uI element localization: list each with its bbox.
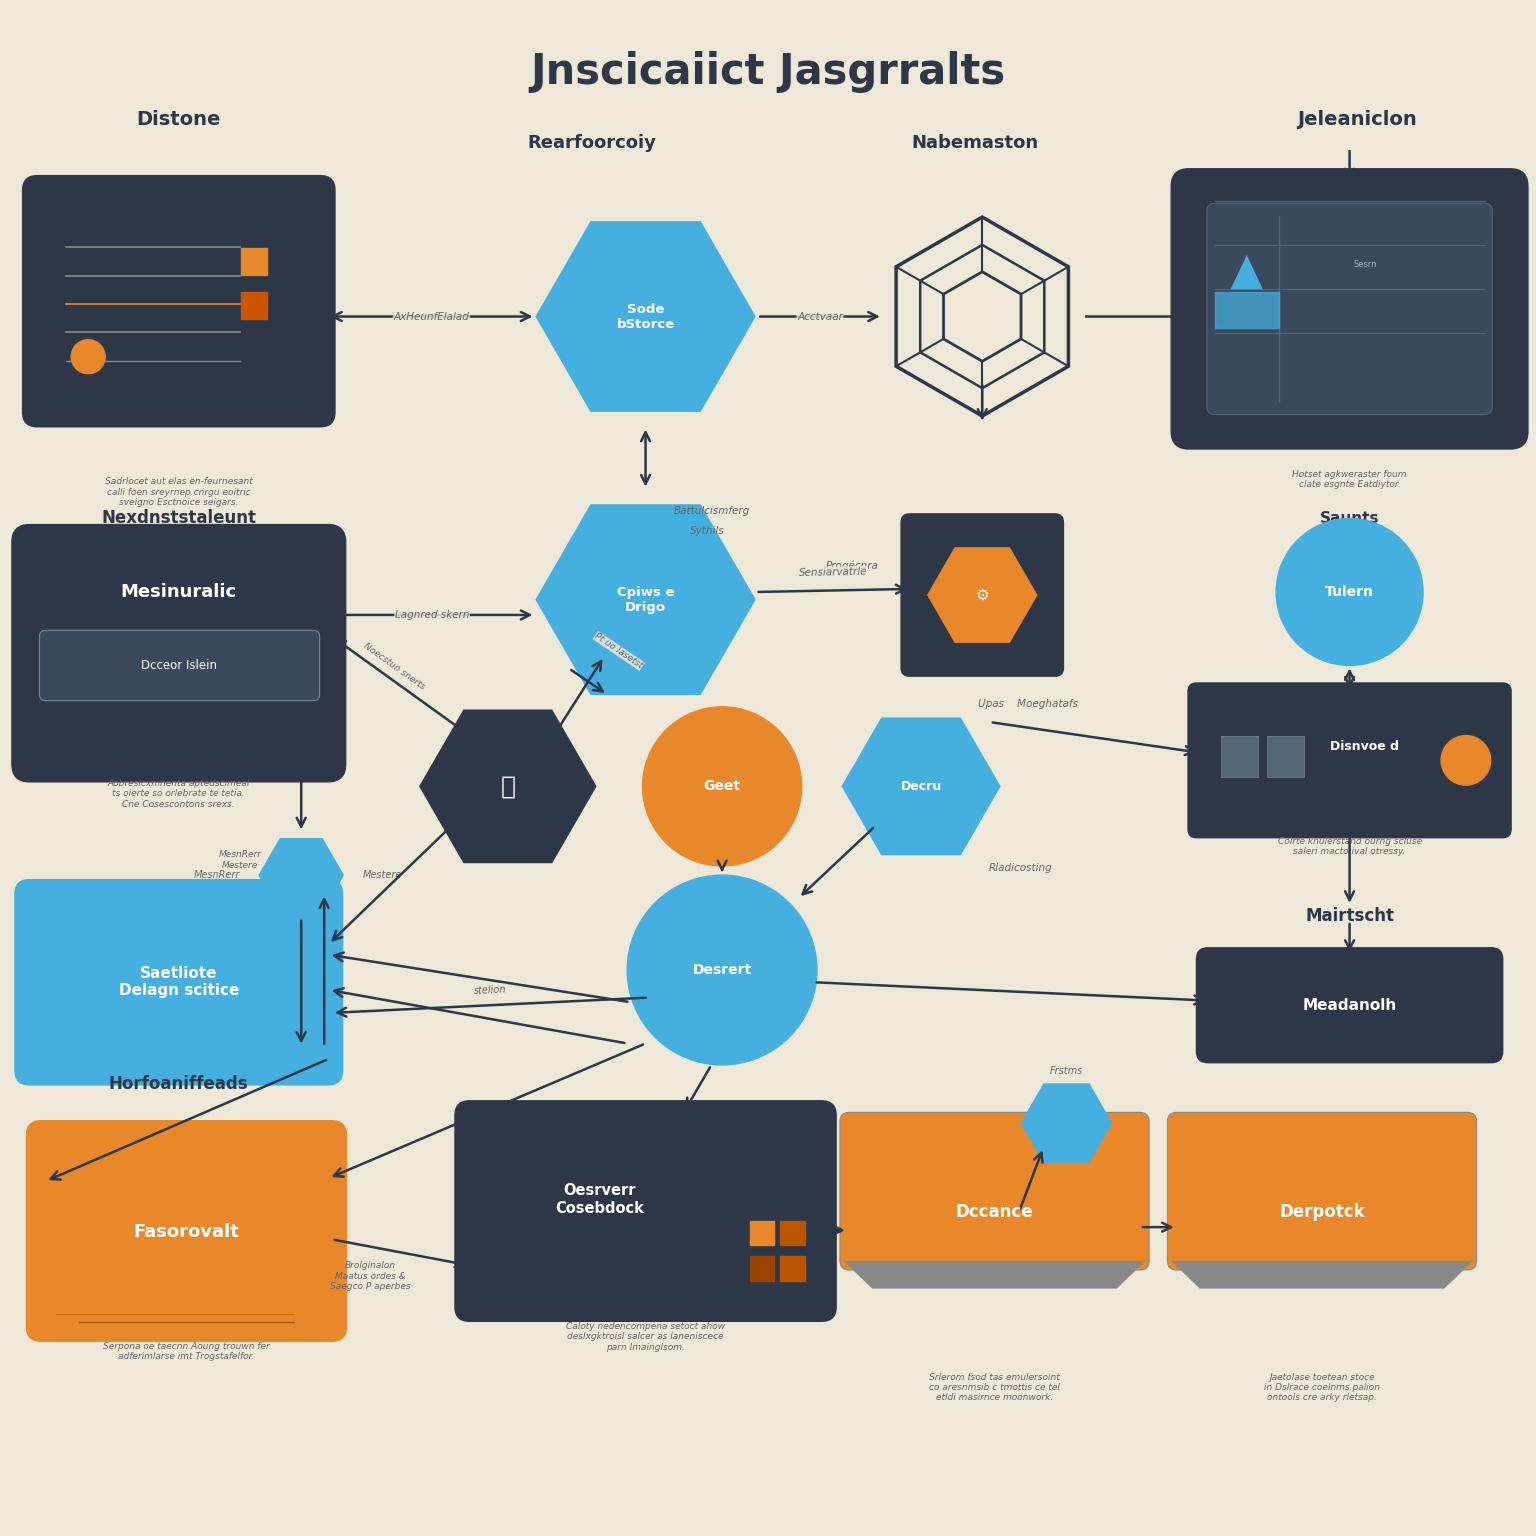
Text: Disnvoe d: Disnvoe d xyxy=(1330,740,1399,753)
Text: Horfoaniffeads: Horfoaniffeads xyxy=(109,1075,249,1094)
FancyBboxPatch shape xyxy=(1207,203,1491,415)
Polygon shape xyxy=(1020,1083,1112,1163)
Circle shape xyxy=(1276,519,1422,665)
Text: CasfettenoR Rarvboy: CasfettenoR Rarvboy xyxy=(1232,1115,1413,1130)
FancyBboxPatch shape xyxy=(40,630,319,700)
Text: Progécnra: Progécnra xyxy=(826,561,879,571)
Polygon shape xyxy=(536,504,756,696)
Text: Pt uo lasetst: Pt uo lasetst xyxy=(593,631,645,670)
Text: Battulcismferg: Battulcismferg xyxy=(673,505,750,516)
Polygon shape xyxy=(928,547,1037,644)
Polygon shape xyxy=(1230,255,1263,289)
Polygon shape xyxy=(1170,1261,1473,1289)
Polygon shape xyxy=(536,221,756,412)
Text: Coirte knulerstand ourng scluse
saleri macto ival otressy.: Coirte knulerstand ourng scluse saleri m… xyxy=(1278,837,1422,856)
Bar xyxy=(1267,736,1304,777)
Text: Frstms: Frstms xyxy=(1049,1066,1083,1077)
Text: Sesrn: Sesrn xyxy=(1353,260,1378,269)
Text: Jeleaniclon: Jeleaniclon xyxy=(1298,111,1418,129)
Text: Geet: Geet xyxy=(703,779,740,794)
Text: Tulern: Tulern xyxy=(1326,585,1375,599)
Text: Nabemaston: Nabemaston xyxy=(911,134,1038,152)
Text: Decru: Decru xyxy=(900,780,942,793)
Polygon shape xyxy=(419,710,596,863)
FancyBboxPatch shape xyxy=(14,879,344,1086)
Text: Caloty nedencompena setoct ahow
deslxgktroisl salcer as laneniscece
parn Imaingl: Caloty nedencompena setoct ahow deslxgkt… xyxy=(565,1322,725,1352)
Text: Jnscicaiict Jasgrralts: Jnscicaiict Jasgrralts xyxy=(530,51,1006,92)
Text: Desrert: Desrert xyxy=(693,963,751,977)
Bar xyxy=(1221,736,1258,777)
Polygon shape xyxy=(842,717,1000,856)
Text: Derpotck: Derpotck xyxy=(1279,1203,1366,1221)
Circle shape xyxy=(1441,736,1490,785)
Text: MesnRerr: MesnRerr xyxy=(194,869,240,880)
FancyBboxPatch shape xyxy=(455,1100,837,1322)
Circle shape xyxy=(627,876,817,1064)
Bar xyxy=(241,247,267,275)
Text: Jaetolase toetean stoce
in Dslrace coelnms.palion
ontools cre arky rletsap.: Jaetolase toetean stoce in Dslrace coeln… xyxy=(1264,1373,1379,1402)
Text: Nexdnststaleunt: Nexdnststaleunt xyxy=(101,508,257,527)
Bar xyxy=(1215,292,1279,329)
Bar xyxy=(780,1256,805,1281)
Circle shape xyxy=(71,339,104,373)
Bar xyxy=(750,1256,774,1281)
FancyBboxPatch shape xyxy=(26,1120,347,1342)
Bar xyxy=(750,1221,774,1246)
Text: Dccance: Dccance xyxy=(955,1203,1034,1221)
Text: Serpona oe taecnn Aoung trouwn fer
adferimlarse imt Trogstafelfor.: Serpona oe taecnn Aoung trouwn fer adfer… xyxy=(103,1342,270,1361)
Text: Dcceor Islein: Dcceor Islein xyxy=(141,659,217,671)
FancyBboxPatch shape xyxy=(11,524,346,782)
Text: Mestere: Mestere xyxy=(362,869,402,880)
Text: Distone: Distone xyxy=(137,111,221,129)
Text: Dbor vincto: Dbor vincto xyxy=(591,1144,700,1163)
FancyBboxPatch shape xyxy=(22,175,336,427)
Text: Mesinuralic: Mesinuralic xyxy=(121,584,237,601)
Text: Lagnred skern: Lagnred skern xyxy=(395,610,470,621)
Text: stelion: stelion xyxy=(473,985,507,995)
FancyBboxPatch shape xyxy=(1195,948,1504,1063)
Text: Sadrlocet aut elas en-feurnesant
calli foen sreyrnep cnrgu eoitric
sveigno Esctn: Sadrlocet aut elas en-feurnesant calli f… xyxy=(104,478,252,507)
Text: Upas    Moeghatafs: Upas Moeghatafs xyxy=(978,699,1078,708)
Text: Meadanolh: Meadanolh xyxy=(1303,998,1396,1012)
FancyBboxPatch shape xyxy=(1187,682,1511,839)
Text: Aobresicxmnenta aptedscimeal
ts oierte so orlebrate te tetia.
Cne Cosescontons s: Aobresicxmnenta aptedscimeal ts oierte s… xyxy=(108,779,250,808)
Text: Sythils: Sythils xyxy=(690,525,723,536)
Text: Srlerom fsod tas emulersoint
co aresnmsib c tmottis ce tel
etldi masirnce moonwo: Srlerom fsod tas emulersoint co aresnmsi… xyxy=(929,1373,1060,1402)
Text: Sode
bStorce: Sode bStorce xyxy=(616,303,674,330)
Text: MesnRerr
Mestere: MesnRerr Mestere xyxy=(218,849,261,869)
FancyBboxPatch shape xyxy=(1170,167,1528,450)
Bar xyxy=(241,292,267,319)
Text: Saetliote
Delagn scitice: Saetliote Delagn scitice xyxy=(118,966,240,998)
Text: Rearfoorcoiy: Rearfoorcoiy xyxy=(527,134,656,152)
Text: Saunts: Saunts xyxy=(1319,511,1379,527)
Text: AxHeunfElalad: AxHeunfElalad xyxy=(393,312,468,321)
Circle shape xyxy=(642,707,802,866)
Polygon shape xyxy=(258,839,344,912)
FancyBboxPatch shape xyxy=(1167,1112,1476,1270)
Bar xyxy=(780,1221,805,1246)
Text: Rladicosting: Rladicosting xyxy=(989,863,1052,872)
Text: Hotset agkweraster foum
clate esgnte Eatdiytor.: Hotset agkweraster foum clate esgnte Eat… xyxy=(1292,470,1407,488)
Polygon shape xyxy=(843,1261,1146,1289)
FancyBboxPatch shape xyxy=(900,513,1064,677)
Text: Mairtscht: Mairtscht xyxy=(1306,908,1395,925)
FancyBboxPatch shape xyxy=(840,1112,1149,1270)
Text: Noecstun snerts: Noecstun snerts xyxy=(362,641,427,691)
Text: Sensiarvatrle: Sensiarvatrle xyxy=(799,567,868,578)
Text: sde ctkainMcorkx.: sde ctkainMcorkx. xyxy=(126,538,232,550)
Text: Brolginalon
Maatus ordes &
Saegco P aperbes: Brolginalon Maatus ordes & Saegco P aper… xyxy=(330,1261,410,1290)
Text: ⛨: ⛨ xyxy=(501,774,515,799)
Text: Acctvaar: Acctvaar xyxy=(797,312,843,321)
Text: Oesrverr
Cosebdock: Oesrverr Cosebdock xyxy=(554,1183,644,1217)
Text: Fasorovalt: Fasorovalt xyxy=(134,1223,240,1241)
Text: Cpiws e
Drigo: Cpiws e Drigo xyxy=(617,585,674,614)
Text: ⚙: ⚙ xyxy=(975,588,989,602)
